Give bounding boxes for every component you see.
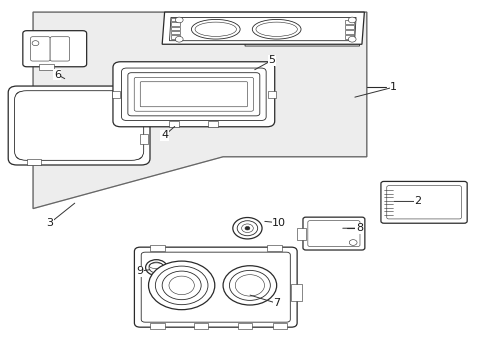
FancyBboxPatch shape — [134, 77, 253, 111]
Circle shape — [349, 240, 357, 246]
Ellipse shape — [252, 19, 301, 39]
Circle shape — [175, 36, 183, 42]
Text: 8: 8 — [356, 223, 363, 233]
FancyBboxPatch shape — [50, 37, 70, 61]
Bar — [345, 35, 354, 39]
Text: 5: 5 — [269, 55, 275, 65]
Bar — [171, 18, 180, 21]
FancyBboxPatch shape — [30, 37, 50, 61]
Bar — [27, 158, 41, 165]
FancyBboxPatch shape — [303, 217, 365, 250]
Circle shape — [235, 275, 265, 296]
Circle shape — [242, 224, 253, 233]
FancyBboxPatch shape — [16, 92, 142, 159]
Bar — [39, 64, 53, 70]
Ellipse shape — [256, 22, 297, 36]
Bar — [170, 121, 179, 127]
Polygon shape — [162, 12, 365, 44]
Bar — [194, 323, 208, 329]
Circle shape — [348, 36, 356, 42]
Bar — [150, 323, 165, 329]
Text: 2: 2 — [415, 197, 421, 206]
Bar — [208, 121, 218, 127]
Bar — [171, 27, 180, 30]
FancyBboxPatch shape — [122, 68, 266, 121]
FancyBboxPatch shape — [113, 62, 275, 127]
FancyBboxPatch shape — [308, 221, 360, 247]
Text: 4: 4 — [161, 130, 168, 140]
Circle shape — [148, 261, 215, 310]
Circle shape — [32, 41, 39, 46]
Ellipse shape — [195, 22, 237, 36]
Circle shape — [175, 17, 183, 23]
FancyBboxPatch shape — [381, 181, 467, 223]
Bar — [268, 91, 276, 98]
Circle shape — [162, 271, 201, 300]
Bar — [345, 20, 354, 23]
FancyBboxPatch shape — [134, 247, 297, 327]
Polygon shape — [33, 12, 367, 208]
FancyBboxPatch shape — [387, 186, 461, 219]
Circle shape — [223, 266, 277, 305]
Text: 1: 1 — [390, 82, 397, 92]
Bar — [267, 245, 282, 251]
Text: 3: 3 — [47, 218, 53, 228]
FancyBboxPatch shape — [15, 91, 144, 160]
Polygon shape — [245, 14, 362, 46]
FancyBboxPatch shape — [8, 86, 150, 165]
Text: 10: 10 — [272, 218, 286, 228]
Text: 9: 9 — [137, 266, 144, 276]
Bar — [150, 245, 165, 251]
Circle shape — [155, 266, 208, 305]
Bar — [345, 30, 354, 33]
Bar — [112, 91, 120, 98]
Circle shape — [237, 221, 258, 236]
Bar — [171, 35, 180, 39]
Text: 7: 7 — [273, 298, 280, 308]
Circle shape — [146, 260, 167, 275]
Bar — [297, 228, 306, 240]
Bar — [171, 22, 180, 26]
FancyBboxPatch shape — [128, 73, 260, 116]
FancyBboxPatch shape — [141, 252, 290, 322]
Bar — [140, 134, 147, 144]
Circle shape — [229, 270, 270, 300]
FancyBboxPatch shape — [140, 82, 247, 107]
Circle shape — [149, 262, 164, 273]
Circle shape — [348, 17, 356, 23]
Bar — [171, 31, 180, 34]
Ellipse shape — [192, 19, 240, 39]
Bar — [151, 275, 161, 279]
Bar — [238, 323, 252, 329]
Bar — [291, 284, 302, 301]
Circle shape — [233, 217, 262, 239]
Bar — [273, 323, 288, 329]
Circle shape — [245, 226, 250, 230]
Bar — [345, 25, 354, 28]
Text: 6: 6 — [54, 69, 61, 80]
Circle shape — [169, 276, 195, 295]
FancyBboxPatch shape — [23, 31, 87, 67]
